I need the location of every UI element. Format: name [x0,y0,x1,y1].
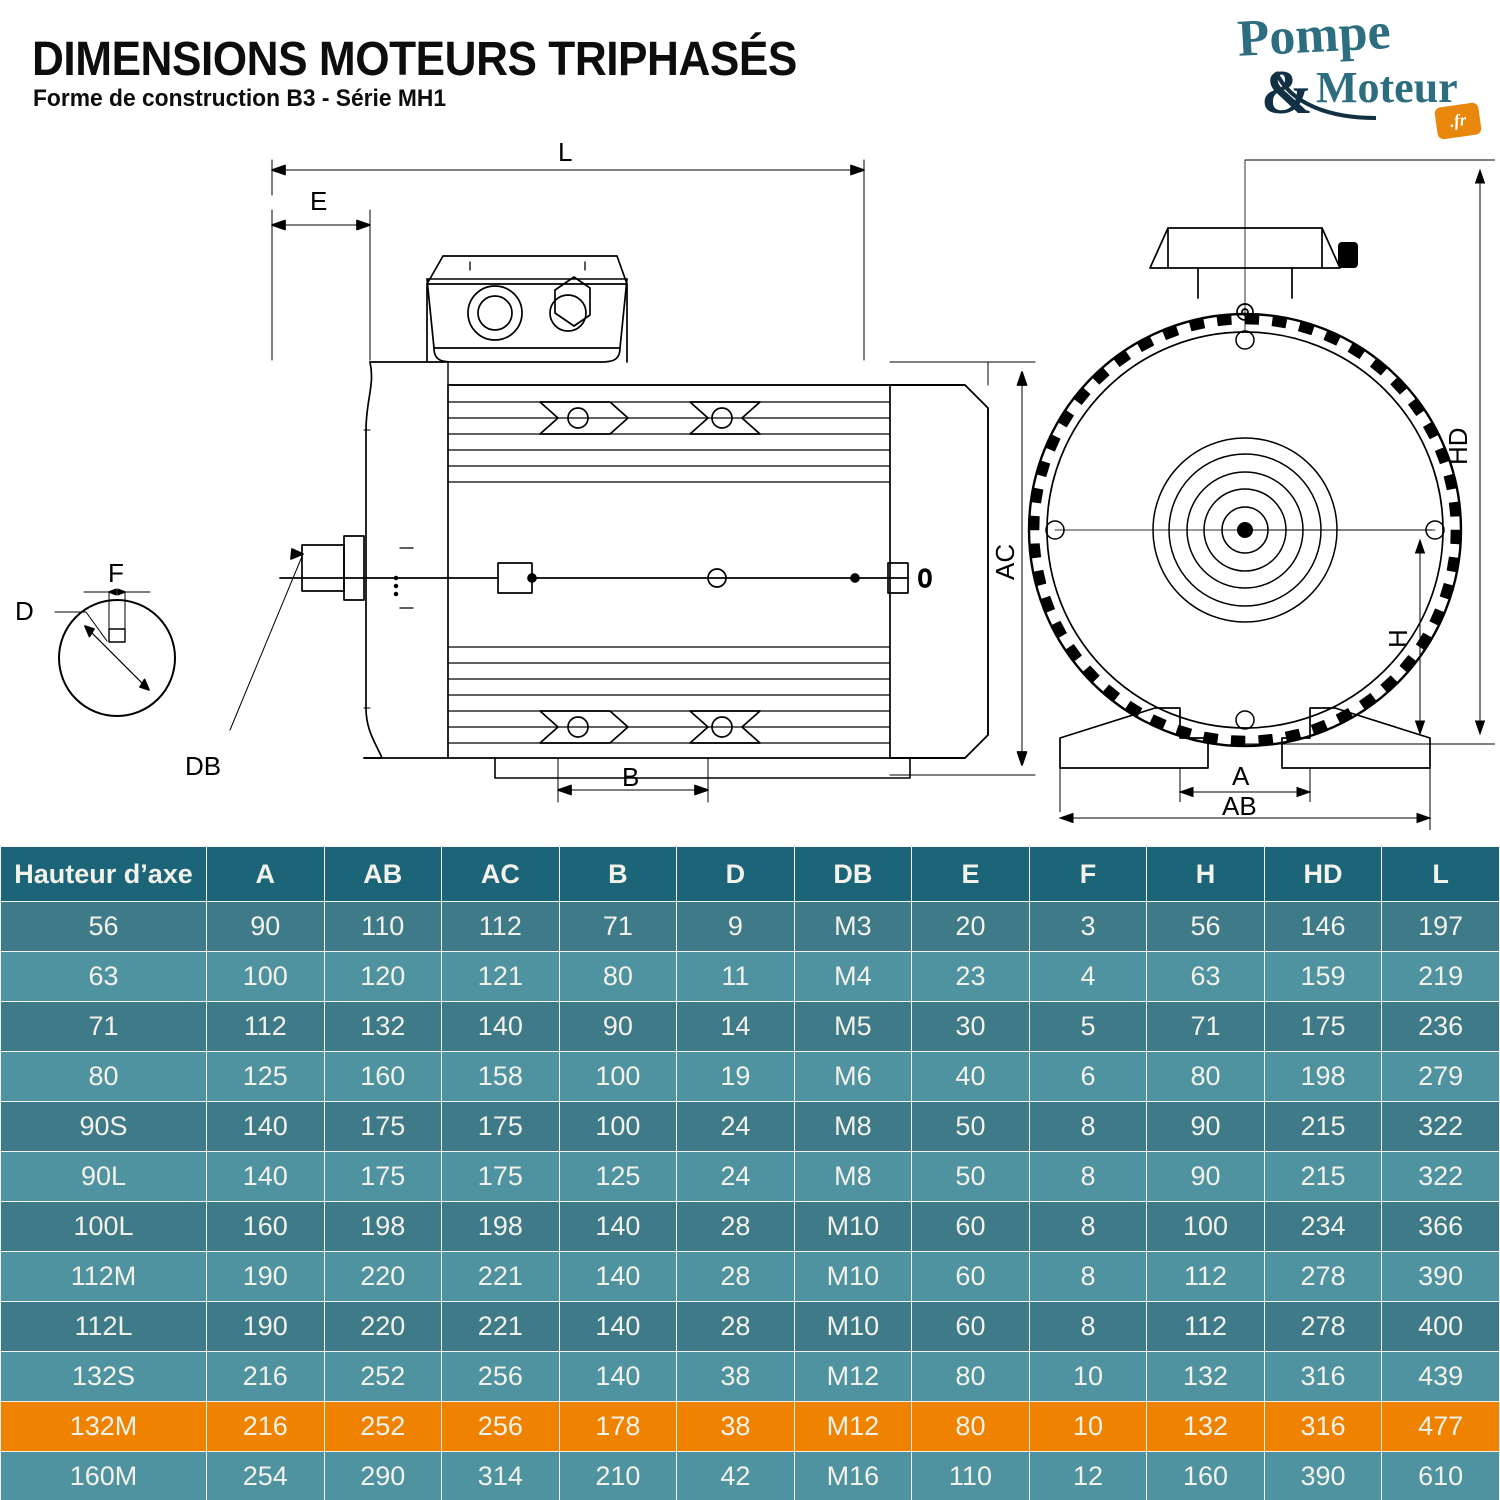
svg-text:AC: AC [990,544,1020,580]
svg-text:DB: DB [185,751,221,781]
svg-text:L: L [558,137,572,167]
svg-text:HD: HD [1443,427,1473,465]
svg-text:A: A [1232,761,1250,791]
svg-text:D: D [15,596,34,626]
svg-text:H: H [1383,629,1413,648]
svg-text:F: F [108,558,124,588]
svg-text:0: 0 [918,565,932,593]
svg-text:E: E [310,186,327,216]
svg-text:AB: AB [1222,791,1257,821]
svg-text:B: B [622,762,639,792]
